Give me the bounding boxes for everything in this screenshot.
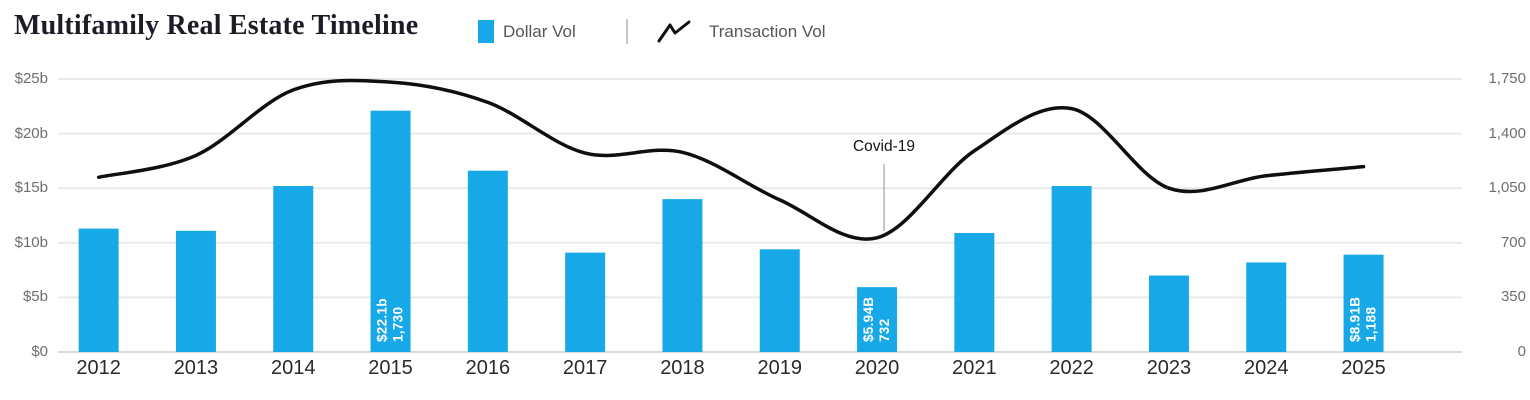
legend-divider xyxy=(626,19,628,44)
bar-value-label-2015-transactions: 1,730 xyxy=(391,307,406,342)
bar-2018 xyxy=(662,199,703,352)
chart-title: Multifamily Real Estate Timeline xyxy=(14,10,419,41)
right-axis-tick: 1,400 xyxy=(1488,124,1526,142)
transaction-vol-line xyxy=(96,78,1366,241)
x-axis-label-2018: 2018 xyxy=(660,357,705,379)
x-axis-label-2014: 2014 xyxy=(271,357,316,379)
right-axis-tick: 1,750 xyxy=(1488,70,1526,87)
left-axis-tick: $0 xyxy=(31,343,48,360)
bar-value-label-2025-transactions: 1,188 xyxy=(1364,307,1379,342)
bar-value-label-2025-dollar: $8.91B xyxy=(1348,297,1363,342)
bar-2020 xyxy=(857,287,898,352)
bar-2016 xyxy=(467,170,508,352)
bar-2015 xyxy=(370,110,411,352)
covid-annotation-label: Covid-19 xyxy=(852,138,916,155)
legend-swatch-dollar-vol xyxy=(478,20,494,43)
zigzag-line-icon xyxy=(657,20,691,43)
left-axis-tick: $20b xyxy=(14,124,48,142)
left-axis-tick: $15b xyxy=(14,179,48,197)
left-axis-tick: $25b xyxy=(14,70,48,87)
x-axis-label-2012: 2012 xyxy=(76,357,121,379)
bar-2022 xyxy=(1051,186,1092,352)
bar-2012 xyxy=(78,228,119,352)
x-axis-label-2023: 2023 xyxy=(1146,357,1192,379)
x-axis-label-2025: 2025 xyxy=(1341,357,1386,379)
x-axis-label-2017: 2017 xyxy=(562,357,608,379)
x-axis-label-2019: 2019 xyxy=(757,357,803,379)
legend-label-dollar-vol: Dollar Vol xyxy=(503,22,576,41)
right-axis-tick: 0 xyxy=(1517,343,1526,360)
x-axis-label-2020: 2020 xyxy=(854,357,900,379)
left-axis-tick: $5b xyxy=(22,288,48,306)
right-axis-tick: 350 xyxy=(1500,288,1526,306)
right-axis-tick: 1,050 xyxy=(1488,179,1526,197)
bar-value-label-2020-transactions: 732 xyxy=(877,319,892,342)
x-axis-label-2015: 2015 xyxy=(368,357,413,379)
right-axis-tick: 700 xyxy=(1500,233,1526,251)
bar-2019 xyxy=(759,249,800,352)
x-axis-label-2024: 2024 xyxy=(1244,357,1289,379)
bar-2014 xyxy=(273,186,314,352)
bar-2024 xyxy=(1246,262,1287,352)
bar-2017 xyxy=(565,252,606,352)
bar-2021 xyxy=(954,232,995,352)
x-axis-label-2016: 2016 xyxy=(465,357,511,379)
bar-value-label-2020-dollar: $5.94B xyxy=(861,297,876,342)
bar-2025 xyxy=(1343,254,1384,352)
legend-label-transaction-vol: Transaction Vol xyxy=(709,22,826,41)
x-axis-label-2022: 2022 xyxy=(1049,357,1094,379)
left-axis-tick: $10b xyxy=(14,233,48,251)
bar-value-label-2015-dollar: $22.1b xyxy=(375,298,390,342)
bar-2023 xyxy=(1148,275,1189,352)
x-axis-label-2021: 2021 xyxy=(952,357,997,379)
x-axis-label-2013: 2013 xyxy=(173,357,219,379)
bar-2013 xyxy=(175,230,216,352)
